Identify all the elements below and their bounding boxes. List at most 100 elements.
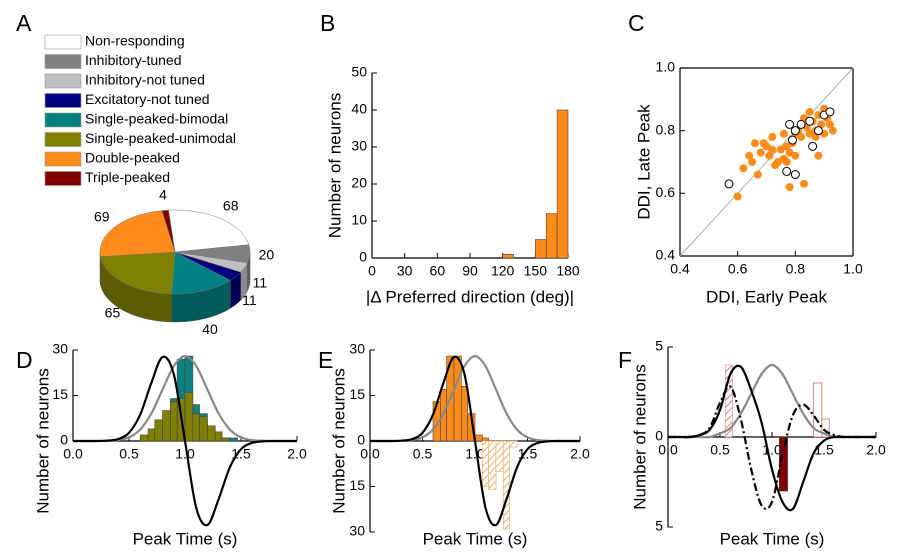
- legend-swatch: [44, 54, 82, 69]
- y-axis-label: Number of neurons: [630, 364, 649, 510]
- bar: [724, 364, 733, 438]
- point: [765, 151, 774, 160]
- y-axis-label: Number of neurons: [33, 368, 52, 514]
- point: [825, 120, 834, 129]
- x-tick-label: 2.0: [866, 442, 886, 458]
- y-tick-label: 50: [351, 64, 367, 80]
- point: [748, 158, 757, 166]
- legend-label: Non-responding: [85, 33, 185, 49]
- point: [828, 126, 837, 135]
- x-tick-label: 2.0: [287, 446, 307, 462]
- point: [790, 170, 800, 180]
- point: [791, 151, 800, 160]
- x-tick-label: 0.5: [413, 446, 433, 462]
- panel-letter: E: [318, 347, 333, 373]
- curve: [668, 385, 876, 510]
- x-tick-label: 60: [430, 263, 446, 279]
- legend-label: Inhibitory-tuned: [85, 52, 182, 68]
- y-tick-label: 30: [349, 523, 365, 539]
- y-tick-label: 0.6: [656, 184, 676, 200]
- x-tick-label: 0.5: [710, 442, 730, 458]
- pie-top: [174, 251, 242, 281]
- pie-label: 69: [94, 209, 110, 225]
- legend-swatch: [44, 151, 82, 167]
- bar: [199, 416, 208, 442]
- bar: [139, 434, 149, 442]
- x-axis-label: Peak Time (s): [720, 529, 825, 548]
- pie-top: [174, 251, 248, 273]
- y-tick-label: 30: [349, 341, 365, 357]
- pie-top: [100, 251, 176, 295]
- point: [733, 192, 742, 201]
- x-tick-label: 1.0: [843, 261, 863, 277]
- y-tick-label: 15: [52, 386, 68, 402]
- y-tick-label: 10: [351, 212, 367, 228]
- x-axis-label: DDI, Early Peak: [706, 287, 827, 306]
- y-tick-label: 20: [351, 175, 367, 191]
- legend-swatch: [44, 73, 82, 89]
- legend-label: Single-peaked-unimodal: [85, 130, 236, 146]
- bar: [162, 410, 171, 442]
- bar: [545, 213, 558, 259]
- pie-slice: [168, 209, 250, 253]
- curve: [668, 363, 876, 439]
- x-tick-label: 1.0: [175, 446, 195, 462]
- pie-label: 4: [159, 186, 167, 202]
- y-tick-label: 0.8: [656, 121, 676, 137]
- point: [825, 107, 835, 117]
- legend-swatch: [44, 34, 82, 50]
- identity-line: [679, 67, 854, 257]
- x-tick-label: 180: [556, 263, 580, 279]
- pie-slice: [99, 210, 176, 285]
- y-tick-label: 0: [60, 432, 68, 448]
- y-tick-label: 30: [351, 138, 367, 154]
- bar: [170, 401, 178, 442]
- x-tick-label: 1.5: [231, 446, 251, 462]
- bar: [813, 382, 823, 438]
- bar: [482, 437, 489, 442]
- y-tick-label: 0: [359, 249, 367, 265]
- legend-label: Single-peaked-bimodal: [85, 111, 228, 127]
- legend-swatch: [44, 93, 82, 108]
- legend-swatch: [44, 171, 82, 186]
- y-axis-label: DDI, Late Peak: [634, 104, 653, 220]
- pie-top: [99, 210, 176, 257]
- x-tick-label: 0.0: [63, 446, 83, 462]
- x-tick-label: 150: [524, 263, 548, 279]
- bar: [556, 109, 569, 259]
- legend-swatch: [44, 132, 82, 147]
- y-tick-label: 1.0: [656, 59, 676, 75]
- panel-letter: D: [16, 347, 33, 373]
- curve: [73, 355, 297, 527]
- point: [805, 116, 815, 126]
- bar: [461, 386, 468, 442]
- point: [785, 119, 795, 129]
- point: [768, 145, 777, 154]
- x-tick-label: 1.5: [814, 442, 834, 458]
- bar: [154, 419, 163, 442]
- x-tick-label: 120: [491, 263, 515, 279]
- y-tick-label: 30: [52, 341, 68, 357]
- y-axis-label: Number of neurons: [325, 93, 344, 239]
- x-axis-label: |Δ Preferred direction (deg)|: [366, 287, 574, 306]
- bar: [488, 440, 497, 490]
- x-tick-label: 0.6: [728, 261, 748, 277]
- pie-slice: [161, 209, 176, 253]
- legend-label: Inhibitory-not tuned: [85, 72, 205, 88]
- legend-label: Excitatory-not tuned: [85, 91, 210, 107]
- bar: [453, 355, 462, 442]
- point: [808, 141, 818, 151]
- point: [787, 135, 797, 145]
- x-axis-label: Peak Time (s): [423, 529, 528, 548]
- bar: [509, 440, 518, 448]
- point: [785, 183, 794, 192]
- pie-label: 20: [259, 246, 275, 262]
- y-tick-label: 15: [349, 386, 365, 402]
- bar: [474, 434, 483, 442]
- pie-label: 11: [253, 274, 268, 290]
- y-tick-label: 5: [655, 338, 663, 354]
- point: [813, 126, 823, 136]
- y-tick-label: 0: [655, 428, 663, 444]
- curve: [370, 355, 580, 527]
- point: [799, 179, 808, 188]
